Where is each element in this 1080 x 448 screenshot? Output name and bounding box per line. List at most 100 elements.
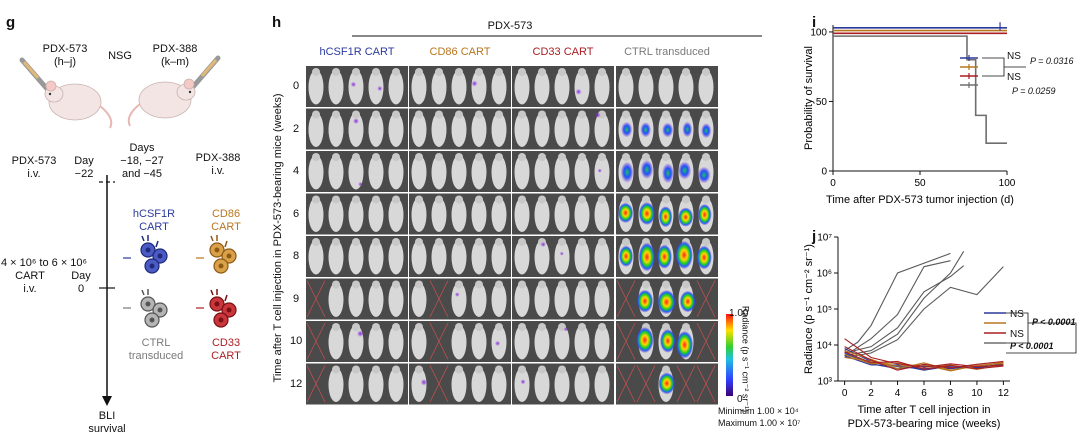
ctrl-transduced-cells-icon: [123, 289, 168, 328]
y-tick-label: 10⁴: [817, 341, 832, 352]
bli-cell: [512, 363, 614, 405]
panel-g-schematic: [19, 55, 237, 406]
bli-cell: [616, 108, 718, 150]
radiance-chart: 0 2 4 6 8 10 12 10³ 10⁴ 10⁵ 10⁶ 10⁷ Time after T cel…: [803, 233, 1077, 430]
hcsf1r-label-1: hCSF1R: [132, 208, 176, 220]
cd86-cart-cells-icon: [196, 235, 237, 274]
bli-cell: [616, 363, 718, 405]
y-tick-label: 0: [821, 167, 827, 178]
day-value: −22: [74, 168, 94, 180]
dose-line1: 4 × 10⁶ to 6 × 10⁶: [0, 257, 88, 269]
bli-cell: [409, 278, 511, 320]
bli-cell: [616, 66, 718, 107]
cd33-label-2: CART: [211, 350, 241, 362]
survival-p1: P = 0.0316: [1030, 56, 1074, 66]
bli-cell: [512, 236, 614, 277]
y-axis-label: Radiance (p s⁻¹ cm⁻² sr⁻¹): [803, 244, 815, 374]
panel-g-label: g: [6, 14, 16, 31]
bli-cell: [409, 66, 511, 107]
group-header: CD86 CART: [429, 46, 491, 58]
y-tick-label: 10⁷: [817, 233, 832, 244]
week-label: 4: [292, 165, 300, 178]
colorbar-max-text: Maximum 1.00 × 10⁷: [718, 418, 801, 428]
colorbar-max: 1.00: [729, 308, 749, 319]
day-label: Day: [74, 155, 94, 167]
week-label: 6: [292, 207, 300, 220]
panel-i-label: i: [812, 14, 817, 31]
dose-line3: i.v.: [23, 283, 37, 295]
hcsf1r-label-2: CART: [139, 221, 169, 233]
x-tick-label: 2: [868, 388, 874, 399]
x-tick-label: 0: [842, 388, 848, 399]
radiance-line: [844, 252, 951, 352]
left-line2: i.v.: [27, 168, 41, 180]
cd86-label-2: CART: [211, 221, 241, 233]
dose-line2: CART: [15, 270, 45, 282]
y-tick-label: 10⁶: [817, 269, 832, 280]
survival-ns1: NS: [1007, 51, 1021, 62]
bli-cell: [616, 193, 718, 235]
x-tick-label: 4: [895, 388, 901, 399]
radiance-p2: P < 0.0001: [1010, 341, 1054, 351]
bli-cell: [306, 321, 408, 362]
bli-cell: [306, 236, 408, 277]
radiance-line: [844, 355, 1004, 371]
bli-cell: [306, 108, 408, 150]
radiance-line: [844, 351, 1004, 370]
y-tick-label: 10⁵: [817, 305, 832, 316]
bli-cell: [306, 278, 408, 320]
bracket: [1006, 312, 1029, 344]
pdx573-name: PDX-573: [42, 43, 88, 55]
survival-chart: 0 50 100 0 50 100 Time after PDX-573 tumor inj…: [803, 22, 1026, 206]
bli-cell: [306, 151, 408, 192]
x-tick-label: 6: [921, 388, 927, 399]
radiance-line: [844, 260, 951, 357]
cd33-label-1: CD33: [211, 337, 241, 349]
radiance-line: [844, 350, 1004, 371]
radiance-ns1: NS: [1010, 309, 1024, 320]
radiance-line: [844, 346, 1004, 371]
bli-cell: [306, 193, 408, 235]
ctrl-label-1: CTRL: [141, 337, 171, 349]
ctrl-label-2: transduced: [128, 350, 184, 362]
end-label-1: BLI: [98, 410, 116, 422]
hcsf1r-cart-cells-icon: [123, 235, 168, 274]
days-line3: and −45: [121, 168, 163, 180]
end-label-2: survival: [88, 423, 126, 435]
right-line2: i.v.: [211, 165, 225, 177]
bli-cell: [616, 321, 718, 362]
x-tick-label: 0: [830, 178, 836, 189]
cd33-cart-cells-icon: [196, 289, 237, 328]
week-label: 9: [292, 292, 300, 305]
x-tick-label: 100: [999, 178, 1016, 189]
x-tick-label: 50: [914, 178, 926, 189]
right-line1: PDX-388: [195, 152, 241, 164]
group-header: hCSF1R CART: [319, 46, 395, 58]
y-tick-label: 50: [816, 97, 828, 108]
pdx388-sub: (k–m): [160, 56, 190, 68]
left-line1: PDX-573: [11, 155, 57, 167]
panel-h-title: PDX-573: [487, 20, 533, 32]
bli-cell: [409, 236, 511, 277]
bli-cell: [512, 108, 614, 150]
bli-cell: [409, 321, 511, 362]
week-label: 12: [290, 377, 303, 390]
survival-ns2: NS: [1007, 72, 1021, 83]
colorbar-min-text: Minimum 1.00 × 10⁴: [718, 406, 799, 416]
bli-cell: [512, 321, 614, 362]
pdx388-name: PDX-388: [152, 43, 198, 55]
bli-cell: [409, 151, 511, 192]
pdx573-sub: (h–j): [53, 56, 76, 68]
x-axis-label: Time after PDX-573 tumor injection (d): [826, 194, 1014, 206]
group-header: CTRL transduced: [624, 46, 710, 58]
day0-label: Day: [71, 270, 91, 282]
bli-cell: [512, 278, 614, 320]
radiance-line: [844, 251, 965, 357]
colorbar-min: 0: [737, 394, 743, 405]
panel-j-label: j: [812, 228, 817, 245]
timeline-arrow-icon: [102, 396, 112, 406]
x-axis-label-line2: PDX-573-bearing mice (weeks): [848, 418, 1001, 430]
x-tick-label: 12: [998, 388, 1010, 399]
